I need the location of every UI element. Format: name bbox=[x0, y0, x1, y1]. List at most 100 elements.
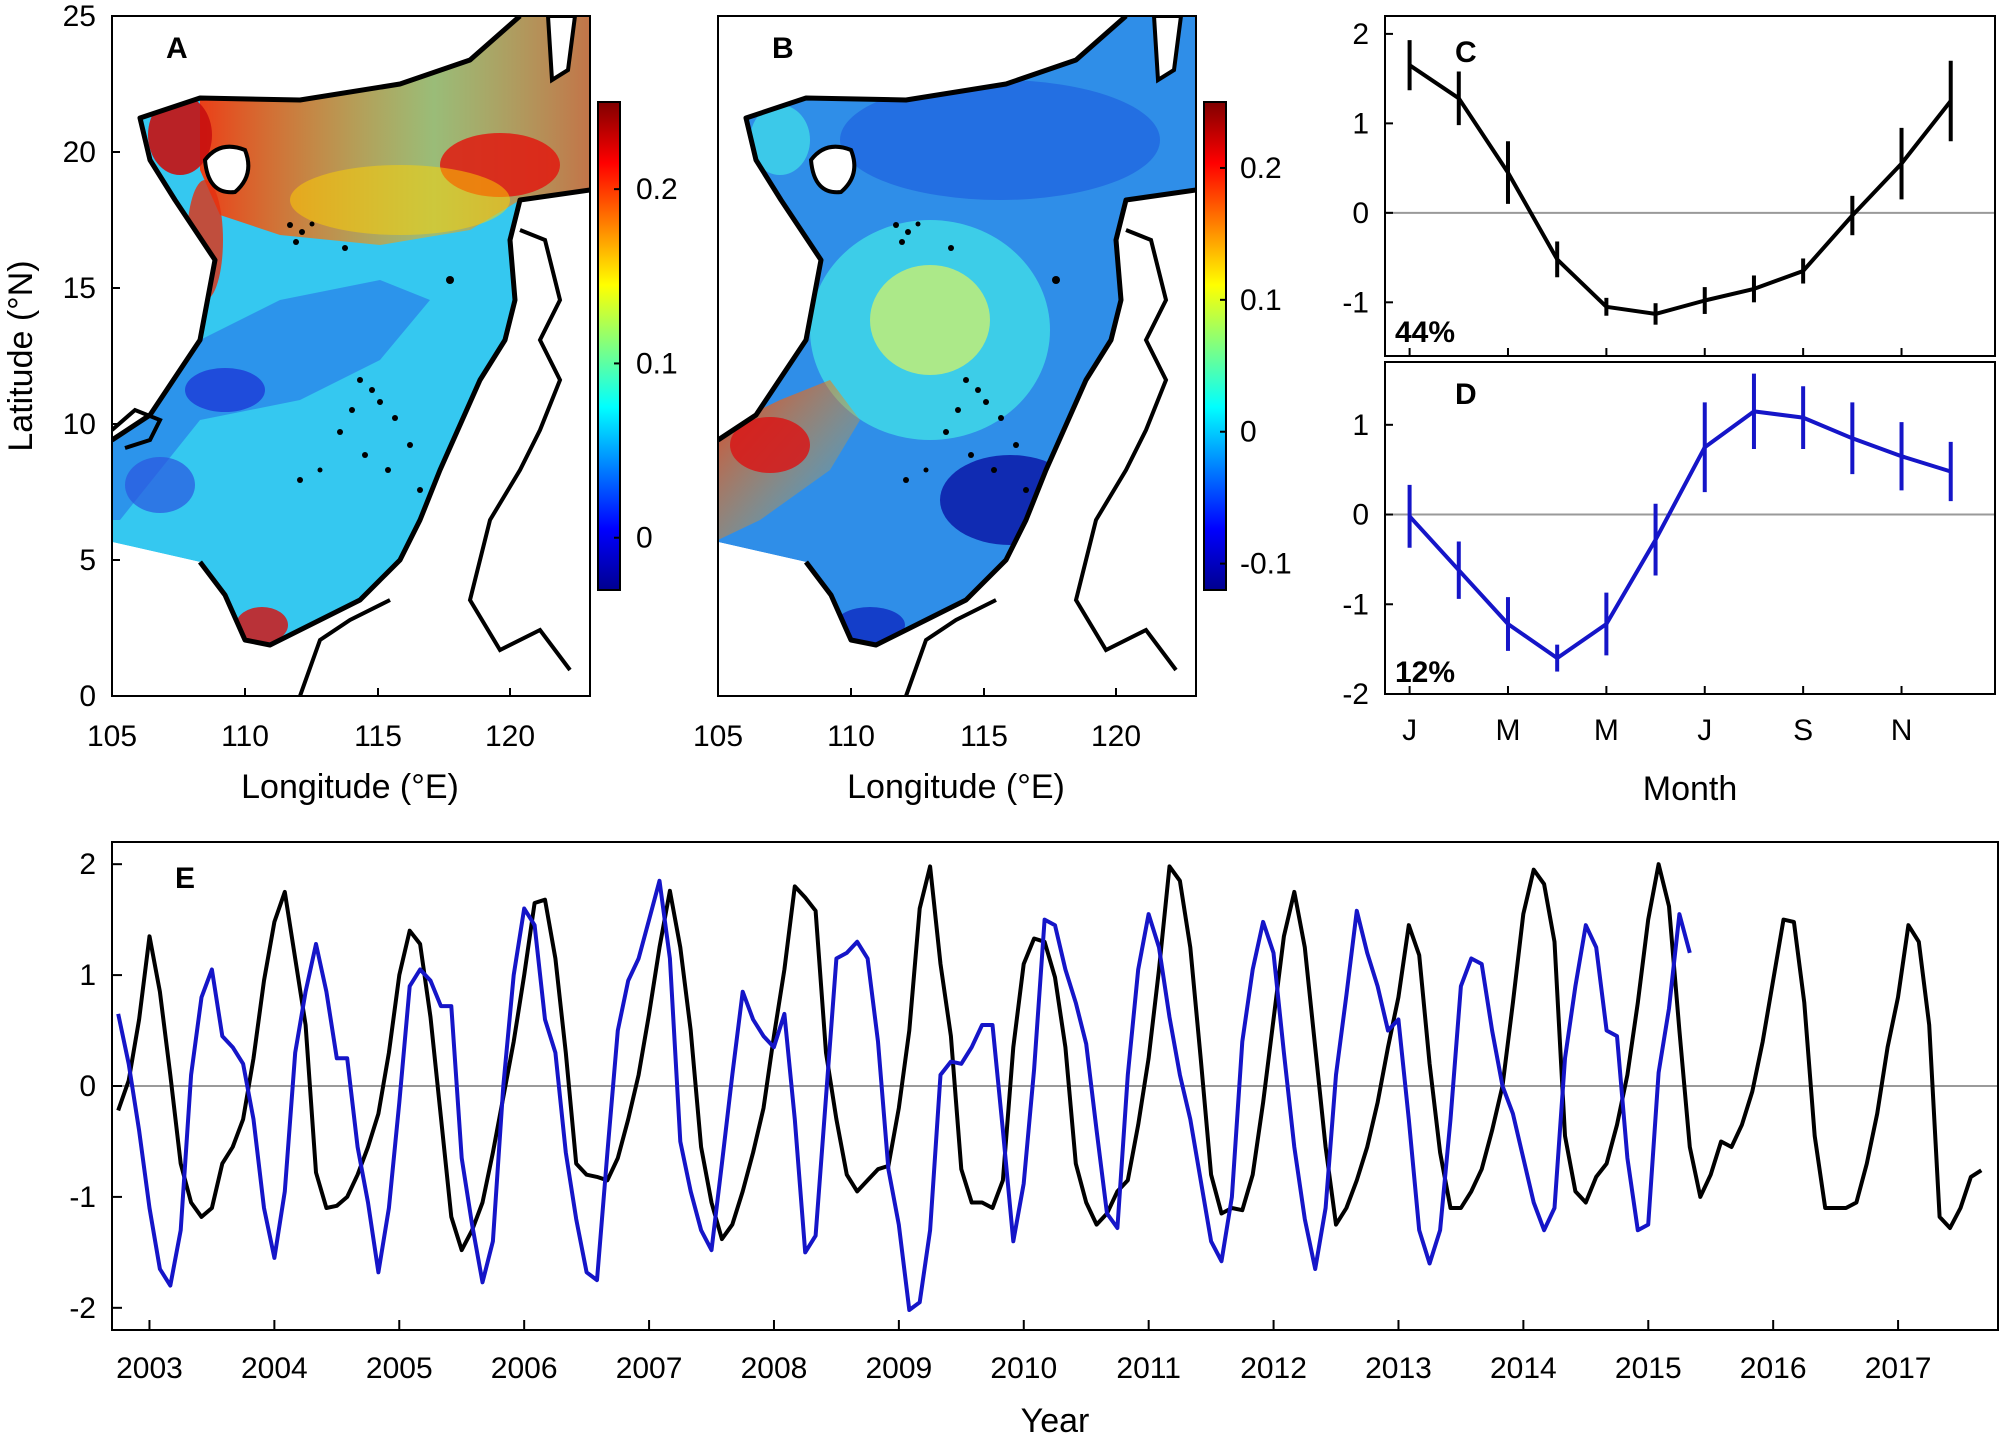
chart-panel-d: -2 -1 0 1 J M M J S N D 12% Month bbox=[1342, 361, 1996, 808]
map-b-gulf-cyan bbox=[750, 105, 810, 175]
chart-e-frame bbox=[111, 841, 1999, 1331]
map-a-land-mask bbox=[112, 16, 520, 118]
map-a-philippines bbox=[467, 228, 572, 672]
map-a-coastline bbox=[112, 16, 522, 443]
chart-e-xtick-label-2017: 2017 bbox=[1865, 1352, 1932, 1385]
chart-d-error-bars bbox=[1407, 373, 1953, 672]
map-a-islands bbox=[287, 221, 454, 493]
colorbar-a-tick-label-1: 0.1 bbox=[636, 347, 678, 380]
chart-d-xtick-label-4: S bbox=[1793, 714, 1813, 747]
map-b-hainan-island bbox=[808, 144, 857, 195]
map-a-coastline-2 bbox=[198, 187, 590, 648]
chart-c-ytick-label-3: 2 bbox=[1352, 18, 1369, 51]
map-panel-a: A 0 0.1 0.2 105 110 115 120 0 5 10 15 20 bbox=[2, 0, 678, 806]
map-a-land-mask-2 bbox=[112, 118, 215, 440]
map-b-land-mask bbox=[718, 16, 1126, 118]
map-b-coastline bbox=[718, 16, 1128, 443]
chart-d-line bbox=[1408, 409, 1952, 661]
chart-e-series-pc2 bbox=[116, 878, 1692, 1312]
map-a-taiwan-island bbox=[545, 16, 578, 84]
chart-e-ytick-label-1: -1 bbox=[69, 1181, 96, 1214]
map-a-y-ticks: 0 5 10 15 20 25 bbox=[63, 0, 120, 713]
chart-c-frame bbox=[1384, 15, 1996, 357]
map-a-land-mask-3 bbox=[112, 190, 590, 696]
map-a-min-patch-2 bbox=[125, 457, 195, 513]
chart-c-ytick-label-2: 1 bbox=[1352, 107, 1369, 140]
map-a-gulf-patch bbox=[148, 95, 212, 175]
chart-e-xlabel: Year bbox=[1021, 1402, 1090, 1438]
map-b-land-mask-2 bbox=[718, 118, 821, 440]
chart-d-ytick-label-0: -2 bbox=[1342, 678, 1369, 711]
chart-e-xtick-label-2004: 2004 bbox=[241, 1352, 308, 1385]
map-b-max-patch bbox=[730, 417, 810, 473]
panel-c-label: C bbox=[1455, 36, 1477, 69]
map-a-gulf-coast bbox=[112, 407, 163, 450]
colorbar-b-tick-label-2: 0.1 bbox=[1240, 284, 1282, 317]
map-b-taiwan-island bbox=[1151, 16, 1184, 84]
map-b-philippines bbox=[1073, 228, 1178, 672]
chart-d-xtick-label-3: J bbox=[1697, 714, 1712, 747]
map-a-xtick-105: 105 bbox=[87, 720, 137, 753]
panel-d-label: D bbox=[1455, 378, 1477, 411]
chart-d-xtick-label-1: M bbox=[1495, 714, 1520, 747]
chart-e-ytick-label-2: 0 bbox=[79, 1070, 96, 1103]
chart-e-ytick-label-4: 2 bbox=[79, 848, 96, 881]
chart-d-ytick-label-2: 0 bbox=[1352, 499, 1369, 532]
map-b-xlabel: Longitude (°E) bbox=[847, 768, 1065, 806]
chart-c-error-bars bbox=[1407, 40, 1953, 325]
map-b-borneo-coast bbox=[904, 598, 997, 696]
chart-d-xtick-label-5: N bbox=[1891, 714, 1913, 747]
chart-d-y-ticks: -2 -1 0 1 bbox=[1342, 409, 1393, 711]
chart-e-series-pc1 bbox=[116, 862, 1983, 1253]
map-b-north-blue bbox=[840, 80, 1160, 200]
chart-e-xtick-label-2016: 2016 bbox=[1740, 1352, 1807, 1385]
chart-d-frame bbox=[1384, 361, 1996, 695]
chart-c-line bbox=[1408, 63, 1953, 316]
chart-e-xtick-label-2006: 2006 bbox=[491, 1352, 558, 1385]
map-a-ytick-25: 25 bbox=[63, 0, 96, 33]
chart-e-xtick-label-2013: 2013 bbox=[1365, 1352, 1432, 1385]
map-a-hainan-island bbox=[202, 144, 251, 195]
map-b-coastline-2 bbox=[804, 187, 1196, 648]
chart-e-x-ticks: 2003 2004 2005 2006 2007 2008 2009 2010 2011 2012… bbox=[116, 1320, 1931, 1385]
chart-d-annotation: 12% bbox=[1395, 656, 1455, 689]
chart-c-ytick-label-1: 0 bbox=[1352, 197, 1369, 230]
map-a-min-patch bbox=[185, 368, 265, 412]
chart-c-annotation: 44% bbox=[1395, 316, 1455, 349]
panel-a-label: A bbox=[166, 32, 188, 65]
map-a-ylabel: Latitude (°N) bbox=[2, 260, 40, 451]
chart-e-xtick-label-2012: 2012 bbox=[1240, 1352, 1307, 1385]
colorbar-b-ticks: -0.1 0 0.1 0.2 bbox=[1220, 152, 1292, 581]
chart-e-xtick-label-2008: 2008 bbox=[741, 1352, 808, 1385]
map-b-xtick-110: 110 bbox=[827, 720, 875, 753]
map-a-blue-band bbox=[112, 280, 430, 520]
colorbar-b-tick-label-3: 0.2 bbox=[1240, 152, 1282, 185]
chart-e-xtick-label-2015: 2015 bbox=[1615, 1352, 1682, 1385]
map-a-xtick-115: 115 bbox=[354, 720, 402, 753]
chart-d-xtick-label-2: M bbox=[1594, 714, 1619, 747]
map-b-xtick-120: 120 bbox=[1091, 720, 1141, 753]
map-b-frame bbox=[717, 15, 1197, 697]
colorbar-a bbox=[597, 101, 621, 591]
chart-d-xtick-label-0: J bbox=[1402, 714, 1417, 747]
map-a-frame bbox=[111, 15, 591, 697]
map-a-ytick-20: 20 bbox=[63, 136, 96, 169]
map-b-south-min bbox=[835, 607, 905, 643]
panel-e-label: E bbox=[175, 862, 195, 895]
map-a-xtick-110: 110 bbox=[221, 720, 269, 753]
map-a-ytick-5: 5 bbox=[79, 544, 96, 577]
colorbar-a-ticks: 0 0.1 0.2 bbox=[614, 173, 678, 555]
panel-b-label: B bbox=[772, 32, 794, 65]
map-a-xtick-120: 120 bbox=[485, 720, 535, 753]
chart-d-ytick-label-3: 1 bbox=[1352, 409, 1369, 442]
colorbar-b bbox=[1203, 101, 1227, 591]
map-a-ytick-10: 10 bbox=[63, 408, 96, 441]
map-a-south-patch bbox=[236, 607, 288, 643]
chart-e-xtick-label-2005: 2005 bbox=[366, 1352, 433, 1385]
chart-e-xtick-label-2011: 2011 bbox=[1116, 1352, 1181, 1385]
colorbar-a-tick-label-2: 0.2 bbox=[636, 173, 678, 206]
chart-e-xtick-label-2007: 2007 bbox=[616, 1352, 683, 1385]
chart-d-ytick-label-1: -1 bbox=[1342, 588, 1369, 621]
